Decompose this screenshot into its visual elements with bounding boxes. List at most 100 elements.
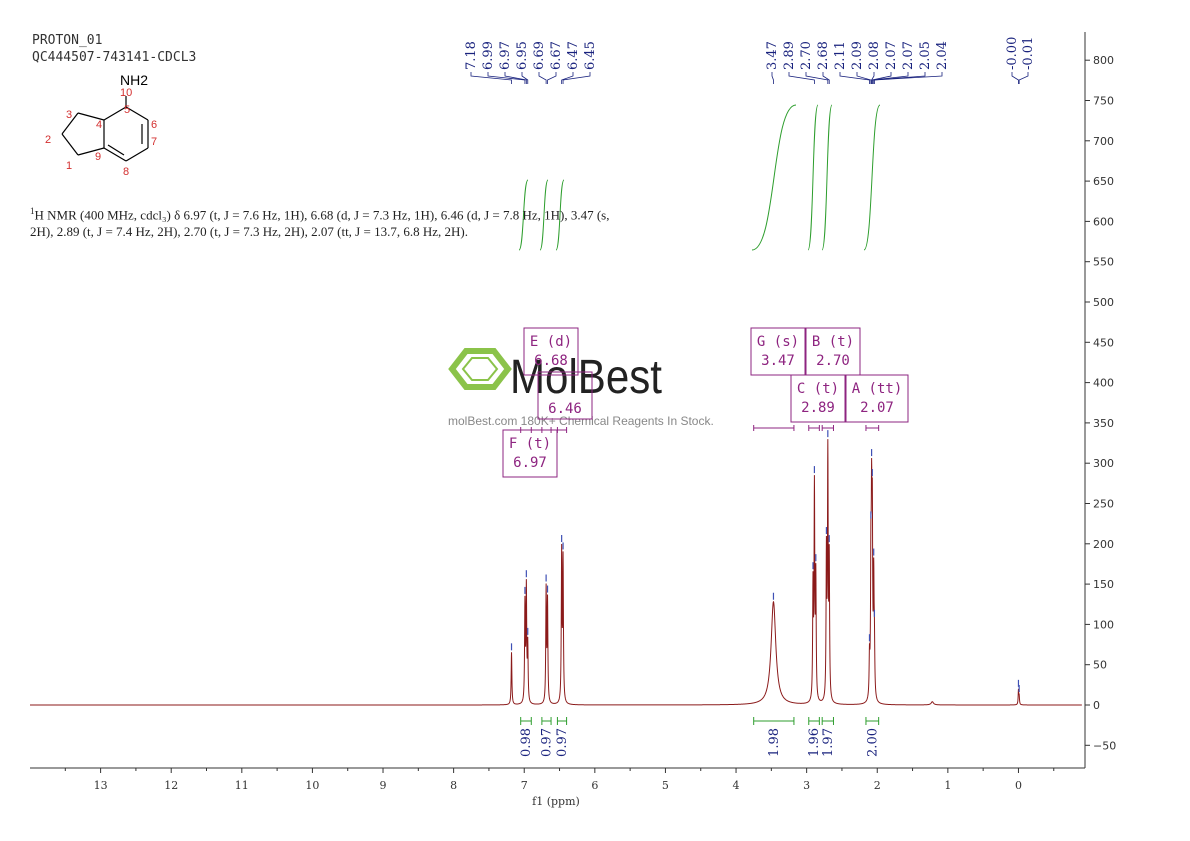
atom-number: 2 <box>45 134 51 146</box>
multiplet-labels: E (d) 6.68 6.46 F (t) 6.97 G (s) 3.47 B … <box>509 334 902 471</box>
peak-label: 2.05 <box>918 41 933 70</box>
x-tick-label: 9 <box>380 779 387 792</box>
y-tick-label: 550 <box>1093 256 1114 269</box>
peak-label: -0.00 <box>1005 37 1020 70</box>
peak-label: 2.07 <box>884 41 899 70</box>
x-tick-label: 12 <box>164 779 178 792</box>
x-tick-label: 6 <box>591 779 598 792</box>
multiplet-shift: 2.70 <box>816 353 850 369</box>
peak-leader <box>504 72 527 84</box>
multiplet-label: E (d) <box>530 334 572 350</box>
x-tick-label: 8 <box>450 779 457 792</box>
multiplet-label: A (tt) <box>852 381 903 397</box>
multiplet-shift: 6.97 <box>513 455 547 471</box>
peak-leader <box>547 72 557 84</box>
atom-number: 6 <box>151 119 157 131</box>
peak-leader <box>561 72 574 84</box>
multiplet-box-g <box>750 327 806 376</box>
peak-label: 6.45 <box>583 41 598 70</box>
x-tick-label: 0 <box>1015 779 1022 792</box>
y-tick-label: 650 <box>1093 175 1114 188</box>
integral-value: 1.96 <box>807 728 822 757</box>
integral-curve <box>863 104 881 251</box>
integral-value: 0.98 <box>519 728 534 757</box>
integral-curve <box>539 179 549 251</box>
integral-curves <box>518 104 881 251</box>
x-tick-label: 2 <box>874 779 881 792</box>
experiment-name: PROTON_01 <box>32 33 102 48</box>
y-tick-label: 750 <box>1093 95 1114 108</box>
peak-leader <box>871 72 909 84</box>
atom-number: 8 <box>123 166 129 178</box>
integral-curve <box>555 179 565 251</box>
integral-value: 1.97 <box>821 728 836 757</box>
integral-curve <box>518 179 529 251</box>
atom-numbers: 10 5 6 7 8 9 4 3 2 1 <box>45 87 157 178</box>
y-tick-label: 50 <box>1093 659 1107 672</box>
peak-label: 2.08 <box>867 41 882 70</box>
integral-curve <box>807 104 819 251</box>
integral-value: 2.00 <box>865 728 880 757</box>
peak-leader <box>822 72 830 84</box>
peak-label: 2.68 <box>816 41 831 70</box>
multiplet-label: G (s) <box>757 334 799 350</box>
y-tick-label: 200 <box>1093 538 1114 551</box>
peak-label: 6.95 <box>515 41 530 70</box>
integral-value: 0.97 <box>539 728 554 757</box>
peak-label: 2.11 <box>833 41 848 70</box>
multiplet-shift: 6.68 <box>534 353 568 369</box>
y-tick-label: 250 <box>1093 498 1114 511</box>
x-tick-label: 10 <box>305 779 319 792</box>
x-tick-label: 13 <box>94 779 108 792</box>
x-tick-label: 5 <box>662 779 669 792</box>
atom-number: 4 <box>96 119 102 131</box>
atom-number: 9 <box>95 151 101 163</box>
peak-label: 6.67 <box>549 41 564 70</box>
peak-leader <box>874 72 943 84</box>
atom-number: 3 <box>66 109 72 121</box>
x-tick-label: 11 <box>235 779 249 792</box>
multiplet-shift: 3.47 <box>761 353 795 369</box>
spectrum-group <box>30 430 1082 706</box>
y-axis-ticks: −50 0 50 100 150 200 250 300 350 400 450 500 550 600 6… <box>1085 54 1116 752</box>
multiplet-shift: 2.07 <box>860 400 894 416</box>
nmr-description: 1H NMR (400 MHz, cdcl₃) δ 6.97 (t, J = 7… <box>30 203 630 240</box>
peak-leader <box>1018 72 1029 84</box>
peak-leader <box>839 72 870 84</box>
multiplet-shift: 2.89 <box>801 400 835 416</box>
integral-curve <box>821 104 833 251</box>
atom-number: 10 <box>120 87 132 99</box>
peak-leader <box>771 72 774 84</box>
x-axis-label: f1 (ppm) <box>532 795 580 808</box>
molecule-structure <box>61 96 149 162</box>
x-axis-ticks: 13 12 11 10 9 8 7 6 5 4 3 2 1 0 <box>64 768 1055 792</box>
multiplet-label: C (t) <box>797 381 839 397</box>
y-tick-label: 400 <box>1093 377 1114 390</box>
multiplet-label: F (t) <box>509 436 551 452</box>
peak-label: 2.70 <box>799 41 814 70</box>
x-tick-label: 1 <box>944 779 951 792</box>
peak-leader <box>538 72 547 84</box>
atom-number: 1 <box>66 160 72 172</box>
y-tick-label: 100 <box>1093 618 1114 631</box>
multiplet-annotations <box>502 327 909 478</box>
atom-number: 7 <box>151 136 157 148</box>
watermark-tagline: molBest.com 180K+ Chemical Reagents In S… <box>448 414 714 428</box>
multiplet-brackets <box>520 425 880 433</box>
peak-label: -0.01 <box>1021 37 1036 70</box>
peak-leader <box>487 72 526 84</box>
peak-label: 6.99 <box>481 41 496 70</box>
y-tick-label: 800 <box>1093 54 1114 67</box>
peak-labels: 7.18 6.99 6.97 6.95 6.69 6.67 6.47 6.45 3.47 2.89… <box>464 37 1036 84</box>
y-tick-label: 350 <box>1093 417 1114 430</box>
peak-leader <box>521 72 529 84</box>
peak-leader <box>470 72 512 84</box>
spectrum-line <box>30 439 1082 706</box>
peak-label: 6.97 <box>498 41 513 70</box>
peak-leader <box>873 72 926 84</box>
multiplet-shift: 6.46 <box>548 401 582 417</box>
watermark-brand: MolBest <box>510 351 662 404</box>
multiplet-box-a <box>845 374 909 423</box>
y-tick-label: 500 <box>1093 296 1114 309</box>
x-tick-label: 4 <box>733 779 740 792</box>
